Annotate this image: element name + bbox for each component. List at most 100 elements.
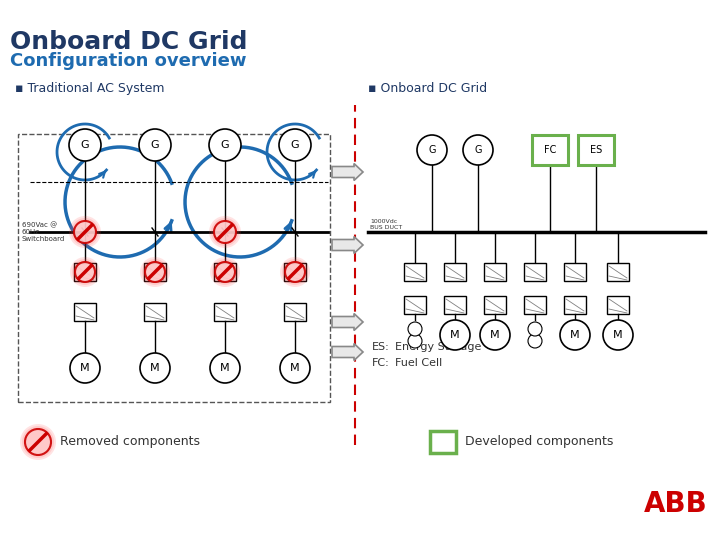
Text: M: M xyxy=(490,330,500,340)
Text: Configuration overview: Configuration overview xyxy=(10,52,246,70)
Circle shape xyxy=(140,257,170,287)
Circle shape xyxy=(213,220,237,244)
Circle shape xyxy=(144,261,166,283)
Circle shape xyxy=(142,259,168,285)
Circle shape xyxy=(25,429,51,455)
Circle shape xyxy=(210,257,240,287)
Bar xyxy=(74,263,96,281)
Bar xyxy=(214,263,236,281)
Bar xyxy=(484,296,506,314)
Circle shape xyxy=(74,221,96,243)
Circle shape xyxy=(22,426,54,458)
Text: M: M xyxy=(450,330,460,340)
Circle shape xyxy=(282,259,308,285)
Text: G: G xyxy=(291,140,300,150)
Text: G: G xyxy=(81,140,89,150)
Bar xyxy=(564,296,586,314)
Circle shape xyxy=(139,129,171,161)
Text: 1000Vdc
BUS DUCT: 1000Vdc BUS DUCT xyxy=(370,219,402,230)
Bar xyxy=(607,263,629,281)
Circle shape xyxy=(408,334,422,348)
FancyArrow shape xyxy=(332,237,363,253)
Bar xyxy=(607,296,629,314)
Text: M: M xyxy=(150,363,160,373)
Circle shape xyxy=(69,216,101,248)
Circle shape xyxy=(140,353,170,383)
Text: FC:: FC: xyxy=(372,358,390,368)
Circle shape xyxy=(528,334,542,348)
Text: Onboard DC Grid: Onboard DC Grid xyxy=(10,30,248,54)
Circle shape xyxy=(214,221,236,243)
Circle shape xyxy=(284,261,306,283)
Bar xyxy=(74,303,96,321)
Bar xyxy=(564,263,586,281)
Text: G: G xyxy=(150,140,159,150)
Text: M: M xyxy=(570,330,580,340)
Text: 690Vac @
60Hz
Switchboard: 690Vac @ 60Hz Switchboard xyxy=(22,222,66,242)
Bar xyxy=(214,303,236,321)
Bar xyxy=(18,134,330,402)
Text: ES:: ES: xyxy=(372,342,390,352)
Text: ES: ES xyxy=(590,145,602,155)
Circle shape xyxy=(70,257,100,287)
Circle shape xyxy=(408,322,422,336)
Circle shape xyxy=(72,259,98,285)
Circle shape xyxy=(214,261,236,283)
Bar xyxy=(144,263,166,281)
Bar xyxy=(524,296,546,314)
Text: G: G xyxy=(474,145,482,155)
Bar xyxy=(404,263,426,281)
Text: M: M xyxy=(80,363,90,373)
Circle shape xyxy=(560,320,590,350)
Circle shape xyxy=(24,428,52,456)
Circle shape xyxy=(209,129,241,161)
Text: M: M xyxy=(613,330,623,340)
Text: G: G xyxy=(221,140,229,150)
Text: G: G xyxy=(428,145,436,155)
Circle shape xyxy=(285,262,305,282)
FancyArrow shape xyxy=(332,314,363,330)
Circle shape xyxy=(212,259,238,285)
Circle shape xyxy=(74,261,96,283)
Bar xyxy=(444,263,466,281)
Circle shape xyxy=(69,129,101,161)
Circle shape xyxy=(603,320,633,350)
Circle shape xyxy=(279,129,311,161)
Text: Fuel Cell: Fuel Cell xyxy=(395,358,442,368)
Circle shape xyxy=(209,216,241,248)
Text: Removed components: Removed components xyxy=(60,435,200,449)
FancyArrow shape xyxy=(332,164,363,180)
Circle shape xyxy=(417,135,447,165)
Text: M: M xyxy=(290,363,300,373)
Circle shape xyxy=(211,218,239,246)
Circle shape xyxy=(440,320,470,350)
Text: Developed components: Developed components xyxy=(465,435,613,449)
Circle shape xyxy=(145,262,165,282)
Circle shape xyxy=(528,322,542,336)
Text: ABB: ABB xyxy=(644,490,708,518)
Circle shape xyxy=(73,220,97,244)
Text: M: M xyxy=(220,363,230,373)
Bar xyxy=(444,296,466,314)
Circle shape xyxy=(20,424,56,460)
Bar xyxy=(430,431,456,453)
Bar xyxy=(578,135,614,165)
FancyArrow shape xyxy=(332,343,363,361)
Text: ▪ Traditional AC System: ▪ Traditional AC System xyxy=(15,82,164,95)
Circle shape xyxy=(280,353,310,383)
Bar xyxy=(144,303,166,321)
Text: Energy Storage: Energy Storage xyxy=(395,342,482,352)
Circle shape xyxy=(70,353,100,383)
Bar xyxy=(484,263,506,281)
Bar xyxy=(532,135,568,165)
Text: FC: FC xyxy=(544,145,556,155)
Bar xyxy=(284,263,306,281)
Circle shape xyxy=(280,257,310,287)
Circle shape xyxy=(71,218,99,246)
Text: ▪ Onboard DC Grid: ▪ Onboard DC Grid xyxy=(368,82,487,95)
Bar xyxy=(404,296,426,314)
Bar xyxy=(284,303,306,321)
Circle shape xyxy=(215,262,235,282)
Circle shape xyxy=(480,320,510,350)
Circle shape xyxy=(210,353,240,383)
